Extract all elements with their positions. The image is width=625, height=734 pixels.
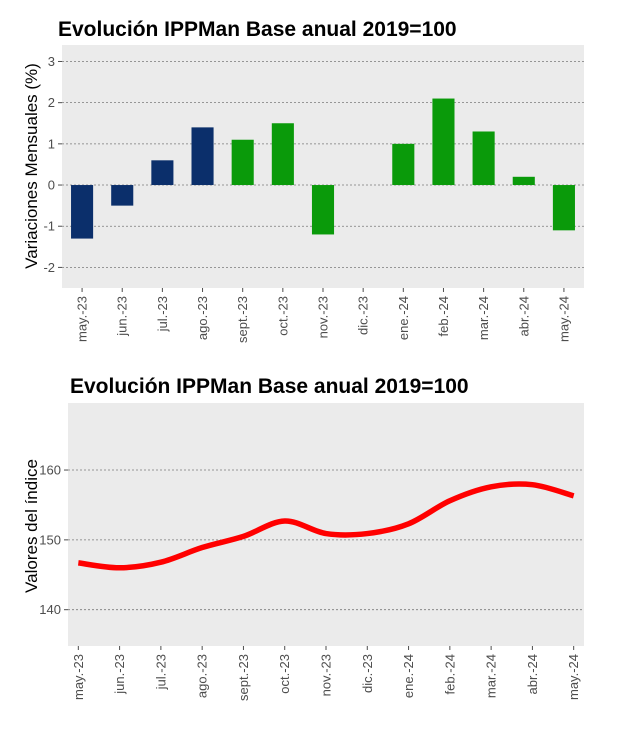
x-tick-label: ene.-24 [401,654,416,698]
y-tick-label: 3 [48,54,55,69]
x-tick-label: abr.-24 [516,296,531,336]
bar-jun.-23 [111,185,134,206]
x-tick-label: oct.-23 [275,296,290,336]
x-tick-label: ene.-24 [396,296,411,340]
bar-chart: Evolución IPPMan Base anual 2019=100 3 2 1… [22,18,584,343]
bar-feb.-24 [432,98,455,186]
x-tick-label: feb.-24 [442,654,457,694]
line-chart-y-axis-label: Valores del índice [22,459,41,593]
y-tick-label: -1 [43,219,55,234]
bar-ene.-24 [392,143,415,186]
x-tick-label: jul.-23 [153,654,168,690]
y-tick-label: 0 [48,178,55,193]
line-chart-title: Evolución IPPMan Base anual 2019=100 [70,375,469,398]
line-chart: Evolución IPPMan Base anual 2019=100 160… [22,375,584,701]
x-tick-label: may.-24 [566,654,581,700]
x-tick-label: may.-23 [71,654,86,700]
x-tick-label: mar.-24 [476,296,491,340]
x-tick-label: sept.-23 [235,296,250,343]
x-tick-label: may.-23 [75,296,90,342]
bar-may.-23 [71,185,94,239]
x-tick-label: feb.-24 [436,296,451,336]
y-tick-label: 160 [39,463,61,478]
line-chart-gridlines [68,469,584,611]
bar-chart-x-ticks: may.-23 jun.-23 jul.-23 ago.-23 sept.-23 oct.… [75,288,571,343]
bar-chart-bars [71,98,575,239]
bar-nov.-23 [311,185,335,235]
y-tick-label: -2 [43,260,55,275]
bar-chart-y-ticks: 3 2 1 0 -1 -2 [43,54,62,275]
x-tick-label: may.-24 [556,296,571,342]
x-tick-label: jul.-23 [155,296,170,332]
x-tick-label: mar.-24 [484,654,499,698]
x-tick-label: jun.-23 [115,296,130,337]
x-tick-label: nov.-23 [319,654,334,696]
bar-sept.-23 [231,139,254,186]
line-chart-x-ticks: may.-23 jun.-23 jul.-23 ago.-23 sept.-23 oct.… [71,646,581,701]
bar-chart-plot-area [62,45,584,288]
x-tick-label: dic.-23 [360,654,375,693]
bar-chart-title: Evolución IPPMan Base anual 2019=100 [58,18,457,41]
bar-jul.-23 [151,160,174,186]
x-tick-label: oct.-23 [277,654,292,694]
y-tick-label: 1 [48,136,55,151]
series-line [77,481,575,571]
x-tick-label: ago.-23 [195,296,210,340]
bar-chart-y-axis-label: Variaciones Mensuales (%) [22,63,41,269]
bar-mar.-24 [472,131,495,186]
x-tick-label: ago.-23 [195,654,210,698]
x-tick-label: abr.-24 [525,654,540,694]
line-chart-series [77,481,575,571]
line-chart-y-ticks: 160 150 140 [39,463,68,617]
x-tick-label: nov.-23 [316,296,331,338]
y-tick-label: 150 [39,532,61,547]
bar-abr.-24 [512,176,535,186]
x-tick-label: dic.-23 [356,296,371,335]
y-tick-label: 140 [39,602,61,617]
bar-may.-24 [552,185,575,231]
bar-ago.-23 [191,127,214,186]
x-tick-label: jun.-23 [112,654,127,695]
line-chart-plot-area [68,403,584,646]
bar-oct.-23 [271,123,294,186]
x-tick-label: sept.-23 [236,654,251,701]
y-tick-label: 2 [48,95,55,110]
